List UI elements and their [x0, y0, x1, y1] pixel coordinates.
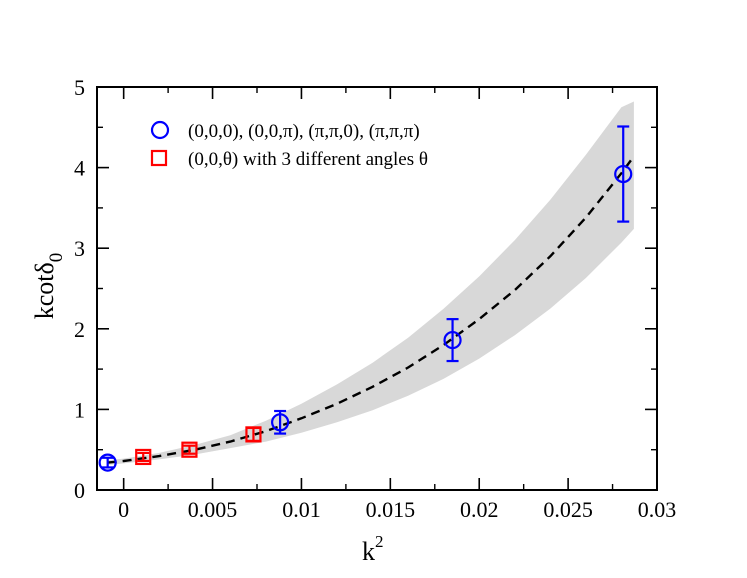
- legend-label-circle: (0,0,0), (0,0,π), (π,π,0), (π,π,π): [188, 121, 420, 142]
- data-marker-square: [245, 426, 262, 443]
- y-tick-label: 2: [74, 317, 85, 342]
- x-tick-label: 0.015: [366, 497, 416, 522]
- y-axis-title: kcotδ0: [30, 253, 67, 320]
- y-tick-label: 4: [74, 156, 85, 181]
- circle-point: [271, 409, 290, 435]
- circle-point: [98, 453, 117, 472]
- data-points-layer: [98, 125, 633, 472]
- circle-point: [614, 125, 633, 223]
- plot-frame: [96, 86, 658, 491]
- confidence-band: [107, 101, 634, 465]
- y-tick-label: 3: [74, 236, 85, 261]
- data-marker-circle: [98, 453, 117, 472]
- y-tick-label: 0: [74, 478, 85, 503]
- x-tick-label: 0: [118, 497, 129, 522]
- square-point: [245, 426, 262, 443]
- data-marker-square: [135, 448, 152, 466]
- x-tick-label: 0.03: [638, 497, 677, 522]
- x-tick-label: 0.01: [282, 497, 321, 522]
- x-tick-label: 0.02: [460, 497, 499, 522]
- x-axis-title: k2: [362, 532, 384, 566]
- data-marker-circle: [443, 330, 462, 350]
- legend: (0,0,0), (0,0,π), (π,π,0), (π,π,π) (0,0,…: [150, 120, 428, 170]
- y-tick-label: 5: [74, 75, 85, 100]
- y-tick-label: 1: [74, 397, 85, 422]
- data-marker-square: [181, 441, 198, 458]
- legend-label-square: (0,0,θ) with 3 different angles θ: [188, 149, 428, 170]
- legend-marker-circle: [150, 120, 170, 140]
- data-marker-circle: [271, 413, 290, 432]
- data-marker-circle: [614, 164, 633, 184]
- square-point: [181, 441, 198, 458]
- x-tick-label: 0.025: [543, 497, 593, 522]
- x-tick-label: 0.005: [188, 497, 238, 522]
- legend-marker-square: [150, 149, 168, 167]
- square-point: [135, 448, 152, 466]
- circle-point: [443, 318, 462, 363]
- confidence-band-layer: [107, 101, 634, 465]
